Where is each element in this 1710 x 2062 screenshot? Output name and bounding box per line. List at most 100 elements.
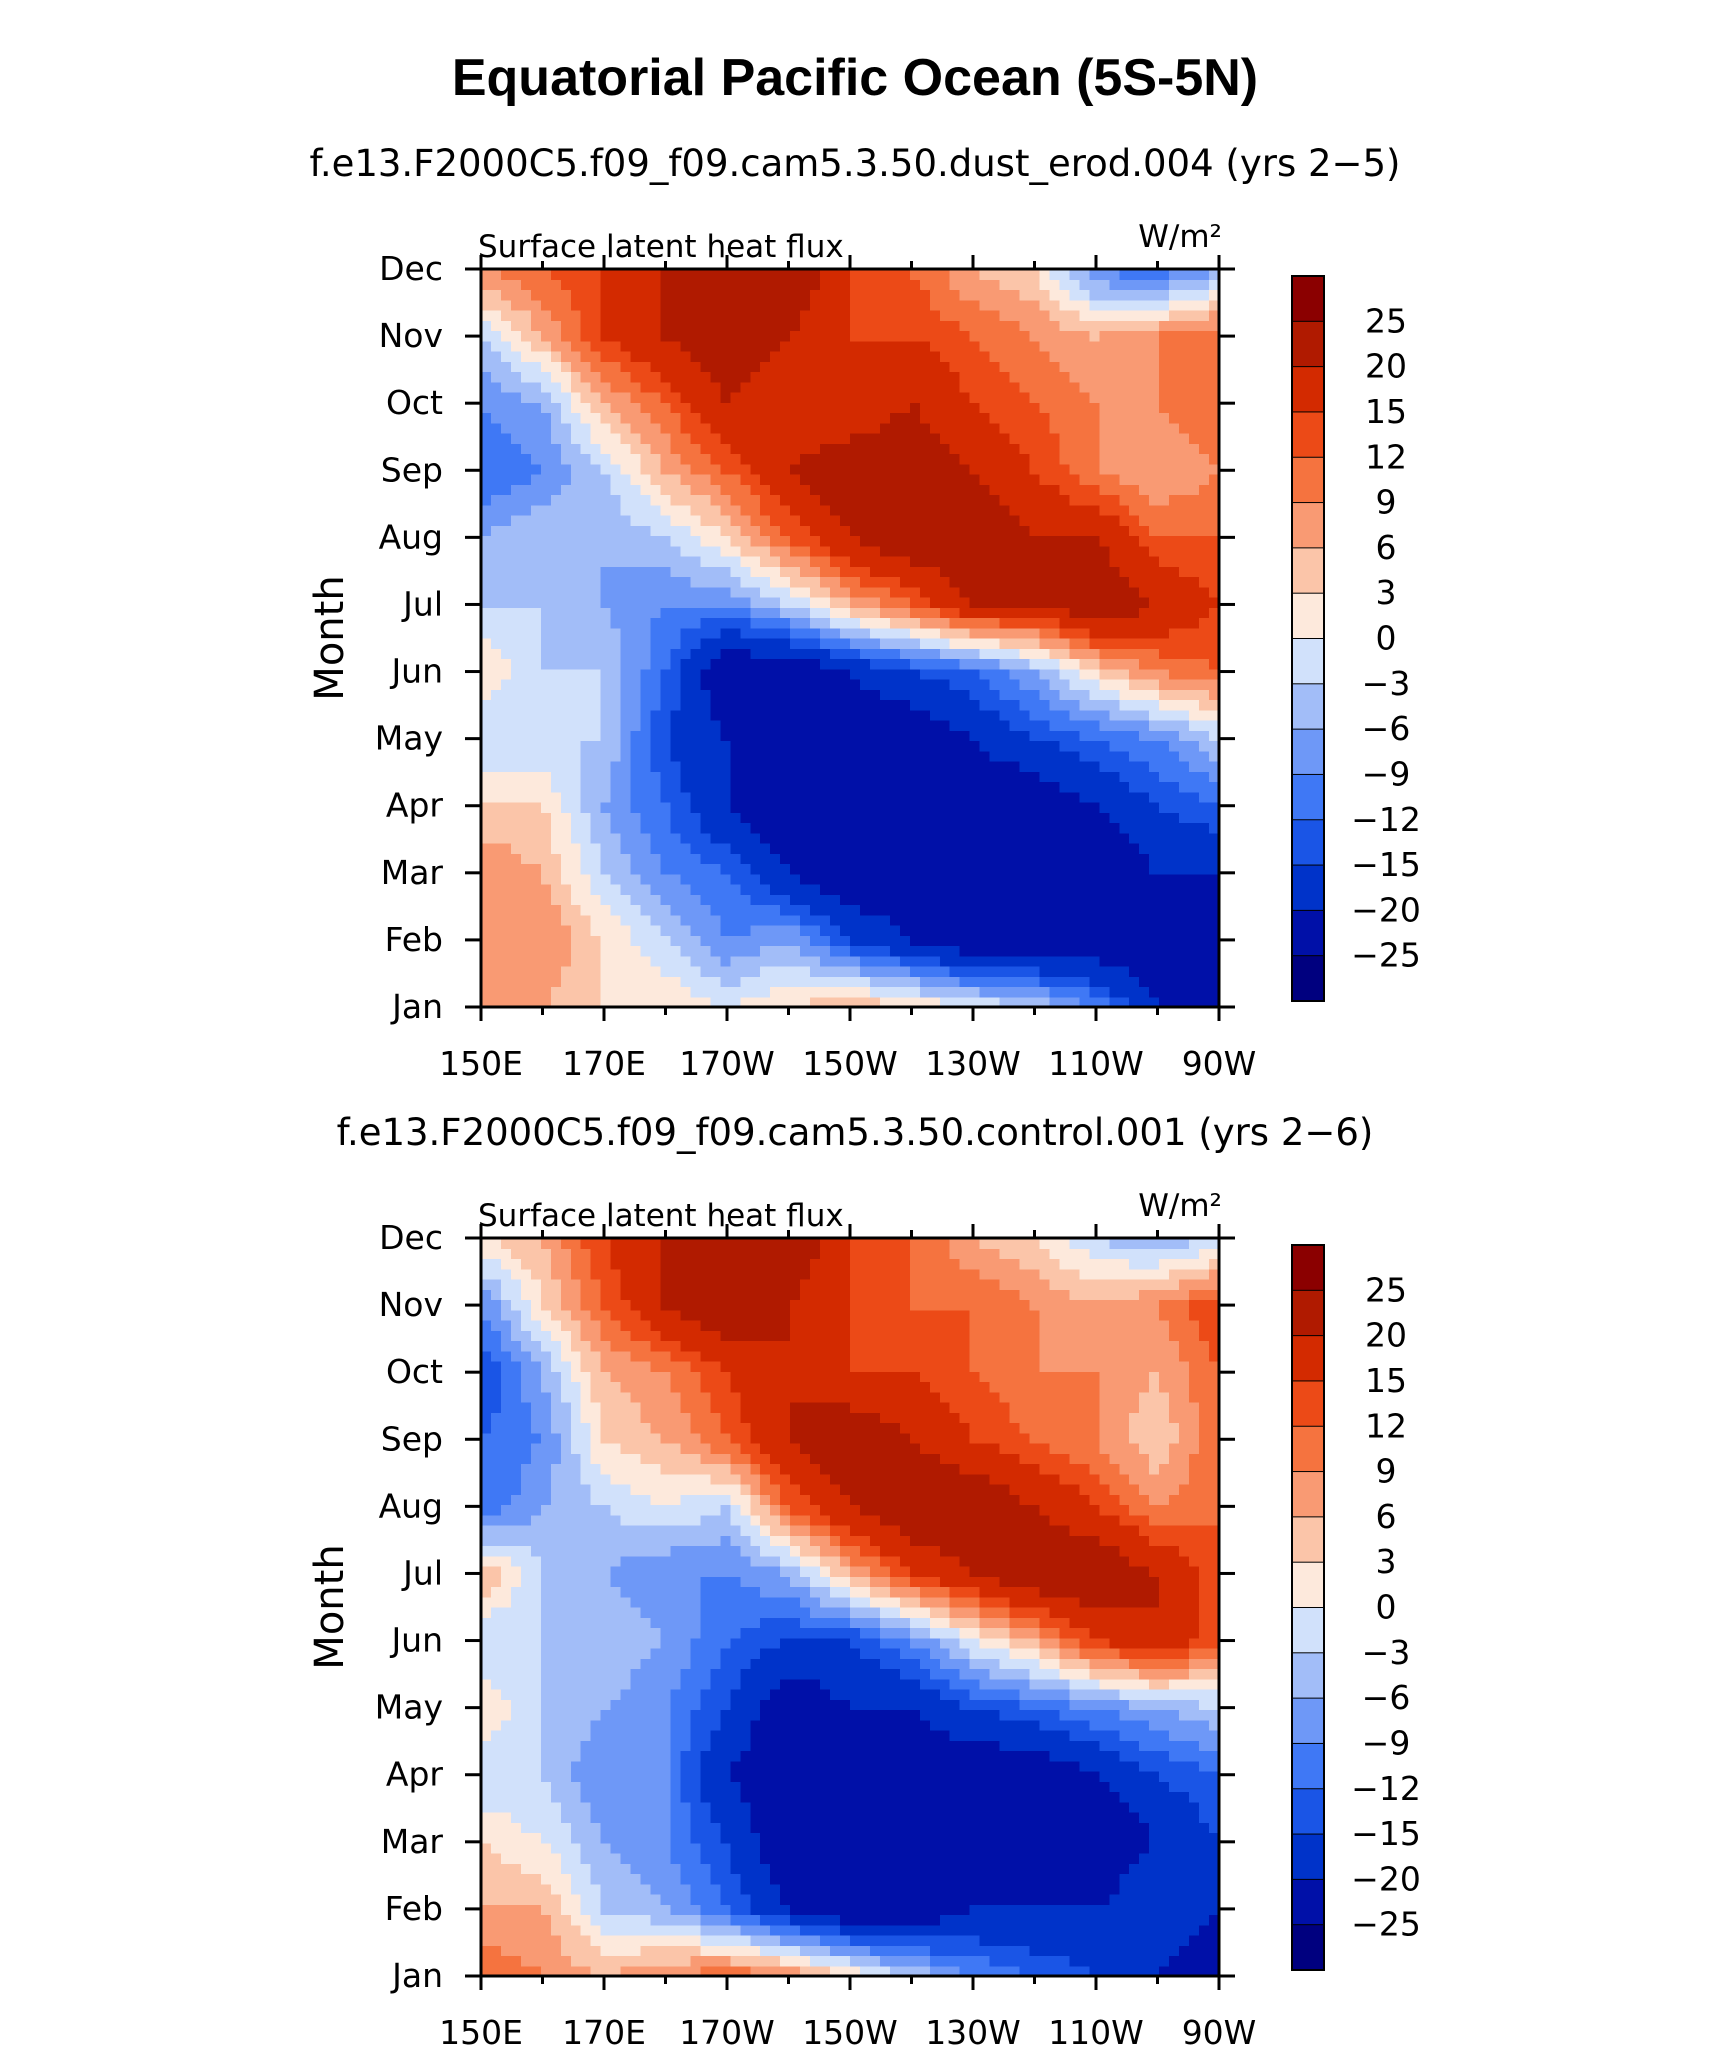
heatmap-cell xyxy=(919,996,931,1008)
heatmap-cell xyxy=(780,545,791,557)
heatmap-cell xyxy=(780,463,791,475)
heatmap-cell xyxy=(570,607,582,619)
heatmap-cell xyxy=(1199,955,1210,967)
heatmap-cell xyxy=(630,371,642,383)
heatmap-cell xyxy=(660,443,672,455)
heatmap-cell xyxy=(790,484,801,496)
heatmap-cell xyxy=(1209,525,1220,537)
heatmap-cell xyxy=(780,474,791,485)
heatmap-cell xyxy=(740,351,751,362)
heatmap-cell xyxy=(969,443,981,455)
heatmap-cell xyxy=(879,320,891,332)
heatmap-cell xyxy=(889,699,901,711)
heatmap-cell xyxy=(810,740,821,752)
heatmap-cell xyxy=(1209,443,1220,455)
heatmap-cell xyxy=(1209,802,1220,813)
heatmap-cell xyxy=(1159,986,1170,998)
heatmap-cell xyxy=(1069,730,1080,742)
heatmap-cell xyxy=(969,668,981,680)
heatmap-cell xyxy=(510,535,522,547)
heatmap-cell xyxy=(929,791,941,803)
heatmap-cell xyxy=(620,433,632,444)
heatmap-cell xyxy=(939,699,951,711)
heatmap-cell xyxy=(899,586,911,598)
heatmap-cell xyxy=(510,925,522,936)
heatmap-cell xyxy=(959,812,971,824)
heatmap-cell xyxy=(620,740,632,752)
heatmap-cell xyxy=(620,638,632,649)
heatmap-cell xyxy=(530,935,542,947)
heatmap-cell xyxy=(1189,976,1200,988)
heatmap-cell xyxy=(710,730,721,742)
heatmap-cell xyxy=(869,433,881,444)
heatmap-cell xyxy=(1049,453,1061,465)
heatmap-cell xyxy=(580,607,592,619)
heatmap-cell xyxy=(560,597,572,608)
heatmap-cell xyxy=(830,566,841,578)
heatmap-cell xyxy=(520,658,532,670)
heatmap-cell xyxy=(1059,904,1070,916)
heatmap-cell xyxy=(1039,894,1051,906)
heatmap-cell xyxy=(1089,515,1100,526)
heatmap-cell xyxy=(780,371,791,383)
heatmap-cell xyxy=(899,955,911,967)
heatmap-cell xyxy=(1189,966,1200,977)
heatmap-cell xyxy=(700,494,711,506)
heatmap-cell xyxy=(640,925,652,936)
heatmap-cell xyxy=(1149,966,1160,977)
heatmap-cell xyxy=(760,863,771,875)
heatmap-cell xyxy=(750,576,761,588)
heatmap-cell xyxy=(840,709,851,721)
heatmap-cell xyxy=(750,904,761,916)
heatmap-cell xyxy=(630,832,642,844)
heatmap-cell xyxy=(600,730,612,742)
heatmap-cell xyxy=(1039,453,1051,465)
heatmap-cell xyxy=(650,556,662,567)
heatmap-cell xyxy=(730,679,741,690)
heatmap-cell xyxy=(1179,996,1190,1008)
heatmap-cell xyxy=(1049,873,1061,885)
heatmap-cell xyxy=(979,617,991,629)
heatmap-cell xyxy=(490,402,502,414)
heatmap-cell xyxy=(1089,627,1100,639)
heatmap-cell xyxy=(481,955,492,967)
heatmap-cell xyxy=(800,556,811,567)
heatmap-cell xyxy=(1029,935,1041,947)
heatmap-cell xyxy=(1079,351,1090,362)
heatmap-cell xyxy=(800,925,811,936)
heatmap-cell xyxy=(959,617,971,629)
heatmap-cell xyxy=(850,556,861,567)
heatmap-cell xyxy=(969,996,981,1008)
heatmap-cell xyxy=(680,945,692,957)
heatmap-cell xyxy=(1189,627,1200,639)
heatmap-cell xyxy=(481,320,492,332)
heatmap-cell xyxy=(770,545,781,557)
heatmap-cell xyxy=(770,412,781,424)
heatmap-cell xyxy=(820,330,831,342)
heatmap-cell xyxy=(800,822,811,834)
heatmap-cell xyxy=(670,381,682,393)
heatmap-cell xyxy=(859,832,871,844)
heatmap-cell xyxy=(909,648,921,660)
heatmap-cell xyxy=(780,566,791,578)
heatmap-cell xyxy=(1119,648,1130,660)
heatmap-cell xyxy=(1099,648,1110,660)
heatmap-cell xyxy=(840,658,851,670)
heatmap-cell xyxy=(650,566,662,578)
heatmap-cell xyxy=(850,320,861,332)
heatmap-cell xyxy=(1199,914,1210,926)
heatmap-cell xyxy=(640,504,652,516)
heatmap-cell xyxy=(1149,945,1160,957)
heatmap-cell xyxy=(700,597,711,608)
heatmap-cell xyxy=(820,750,831,762)
heatmap-cell xyxy=(670,986,682,998)
heatmap-cell xyxy=(600,699,612,711)
heatmap-cell xyxy=(859,668,871,680)
heatmap-cell xyxy=(1139,474,1150,485)
heatmap-cell xyxy=(1179,433,1190,444)
heatmap-cell xyxy=(1209,371,1220,383)
heatmap-cell xyxy=(560,525,572,537)
heatmap-cell xyxy=(869,976,881,988)
heatmap-cell xyxy=(481,832,492,844)
heatmap-cell xyxy=(530,330,542,342)
